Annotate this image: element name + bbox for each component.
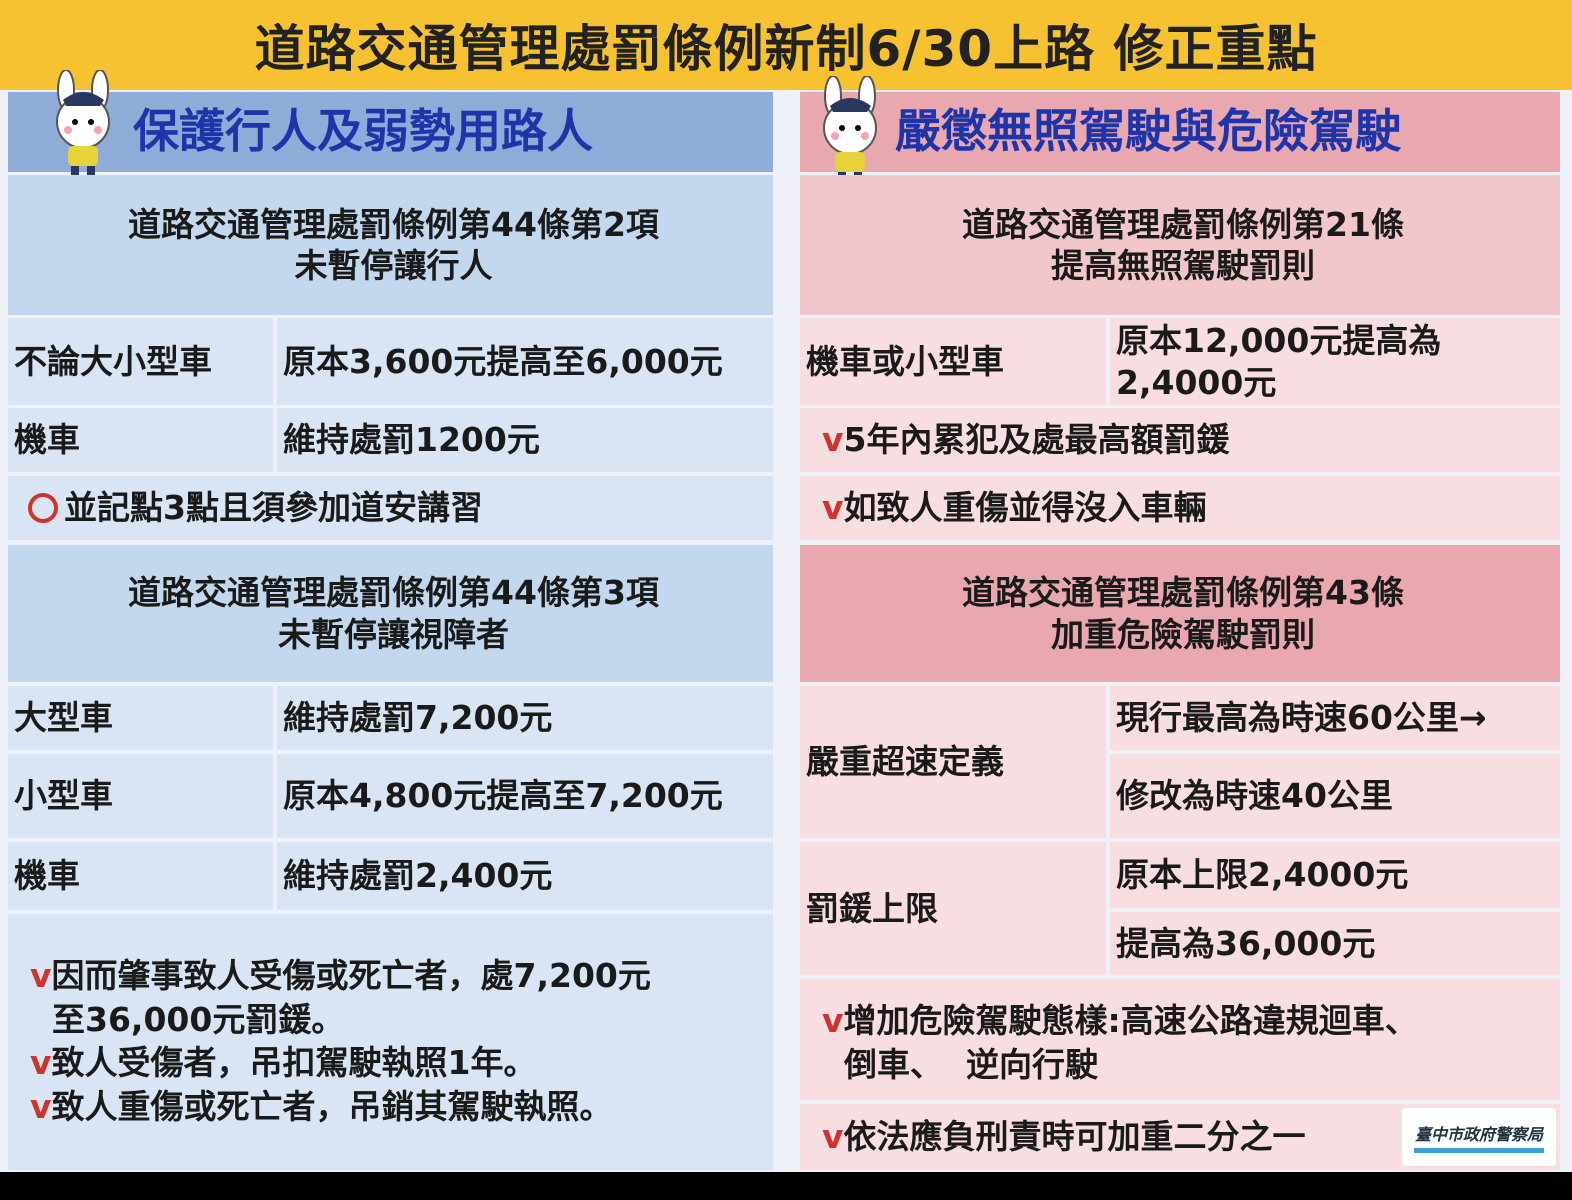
section-title: 道路交通管理處罰條例第44條第3項 [128, 573, 659, 613]
right-heading-band: 嚴懲無照駕駛與危險駕駛 [800, 92, 1560, 172]
row-value: 修改為時速40公里 [1110, 754, 1560, 838]
note-text: 倒車、 逆向行駛 [844, 1044, 1098, 1084]
row-value: 現行最高為時速60公里→ [1110, 686, 1560, 750]
note-row: 並記點3點且須參加道安講習 [8, 476, 773, 540]
row-value: 原本4,800元提高至7,200元 [277, 754, 773, 838]
right-section1-header: 道路交通管理處罰條例第21條 提高無照駕駛罰則 [800, 175, 1560, 315]
rabbit-police-mascot-icon [823, 76, 877, 184]
left-heading-band: 保護行人及弱勢用路人 [8, 92, 773, 172]
row-value: 維持處罰2,400元 [277, 842, 773, 910]
row-value: 維持處罰7,200元 [277, 686, 773, 750]
section-subtitle: 提高無照駕駛罰則 [1051, 246, 1315, 285]
check-mark-icon: v [822, 1117, 844, 1157]
left-heading: 保護行人及弱勢用路人 [133, 104, 593, 159]
row-value: 原本上限2,4000元 [1110, 842, 1560, 908]
row-value: 原本12,000元提高為 2,4000元 [1110, 318, 1560, 405]
value-line: 原本12,000元提高為 [1116, 321, 1442, 361]
logo-stripe [1414, 1148, 1544, 1153]
note-text: 依法應負刑責時可加重二分之一 [843, 1117, 1306, 1157]
taichung-police-logo: 臺中市政府警察局 [1402, 1108, 1556, 1166]
row-label: 機車 [8, 408, 273, 472]
right-section2-header: 道路交通管理處罰條例第43條 加重危險駕駛罰則 [800, 545, 1560, 682]
bottom-bar [0, 1172, 1572, 1200]
row-label: 不論大小型車 [8, 318, 273, 405]
section-title: 道路交通管理處罰條例第44條第2項 [128, 204, 659, 244]
check-mark-icon: v [30, 1043, 52, 1083]
row-value: 維持處罰1200元 [277, 408, 773, 472]
note-text: 增加危險駕駛態樣:高速公路違規迴車、 [843, 1001, 1418, 1040]
circle-icon [28, 493, 58, 523]
row-label: 機車 [8, 842, 273, 910]
check-mark-icon: v [822, 488, 844, 528]
note-text: 至36,000元罰鍰。 [52, 999, 345, 1039]
left-section2-header: 道路交通管理處罰條例第44條第3項 未暫停讓視障者 [8, 545, 773, 682]
row-value: 原本3,600元提高至6,000元 [277, 318, 773, 405]
page-title: 道路交通管理處罰條例新制6/30上路 修正重點 [0, 0, 1572, 90]
value-line: 2,4000元 [1116, 362, 1277, 402]
section-subtitle: 加重危險駕駛罰則 [1051, 614, 1315, 654]
left-notes: v因而肇事致人受傷或死亡者，處7,200元 至36,000元罰鍰。 v致人受傷者… [8, 914, 773, 1170]
row-label: 小型車 [8, 754, 273, 838]
section-title: 道路交通管理處罰條例第21條 [962, 204, 1404, 244]
logo-text: 臺中市政府警察局 [1414, 1125, 1543, 1144]
row-label: 大型車 [8, 686, 273, 750]
check-text: 5年內累犯及處最高額罰鍰 [843, 420, 1230, 460]
note-text: 致人受傷者，吊扣駕駛執照1年。 [51, 1043, 537, 1083]
check-mark-icon: v [822, 1001, 844, 1040]
section-title: 道路交通管理處罰條例第43條 [962, 573, 1404, 613]
section-subtitle: 未暫停讓視障者 [278, 614, 509, 654]
check-mark-icon: v [822, 420, 844, 460]
section-subtitle: 未暫停讓行人 [294, 246, 493, 285]
rabbit-police-mascot-icon [56, 70, 110, 178]
note-text: 並記點3點且須參加道安講習 [64, 488, 483, 528]
note-text: 致人重傷或死亡者，吊銷其駕駛執照。 [51, 1086, 613, 1126]
row-label: 嚴重超速定義 [800, 686, 1106, 838]
check-text: 如致人重傷並得沒入車輛 [843, 488, 1207, 528]
left-section1-header: 道路交通管理處罰條例第44條第2項 未暫停讓行人 [8, 175, 773, 315]
right-heading: 嚴懲無照駕駛與危險駕駛 [895, 104, 1401, 159]
note-text: 因而肇事致人受傷或死亡者，處7,200元 [51, 956, 651, 995]
right-notes: v增加危險駕駛態樣:高速公路違規迴車、 倒車、 逆向行駛 [800, 979, 1560, 1100]
check-row: v 5年內累犯及處最高額罰鍰 [800, 408, 1560, 472]
row-label: 機車或小型車 [800, 318, 1106, 405]
row-label: 罰鍰上限 [800, 842, 1106, 975]
check-row: v 如致人重傷並得沒入車輛 [800, 476, 1560, 540]
check-mark-icon: v [30, 956, 52, 995]
check-mark-icon: v [30, 1086, 52, 1126]
row-value: 提高為36,000元 [1110, 912, 1560, 975]
